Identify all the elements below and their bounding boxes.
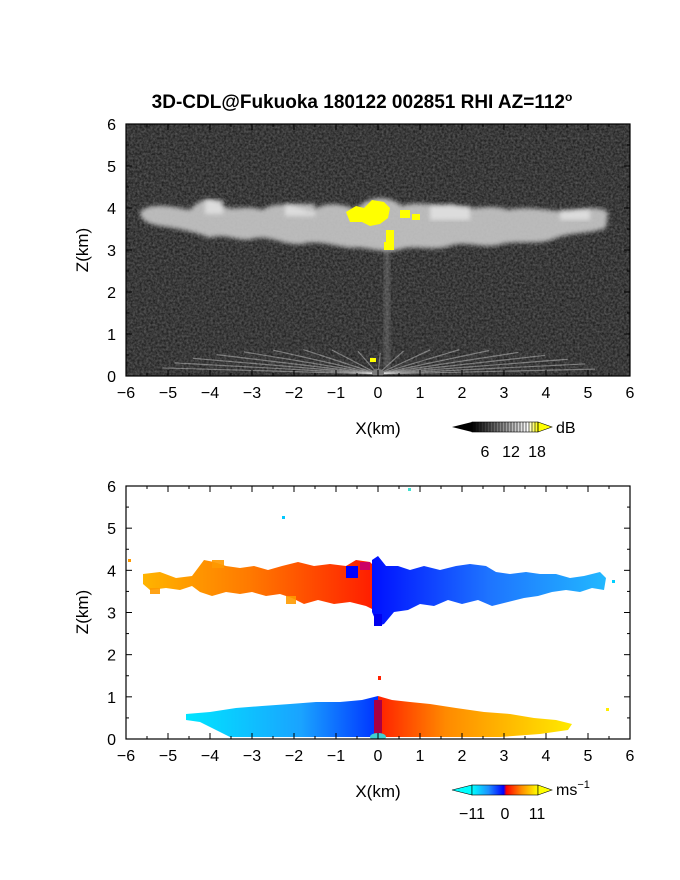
velocity-colorbar-tick: 11 (529, 806, 546, 823)
velocity-colorbar-unit: ms−1 (556, 779, 590, 799)
velocity-scatter (128, 488, 615, 711)
velocity-x-tick-label: −5 (159, 748, 177, 765)
velocity-ylabel: Z(km) (73, 590, 92, 634)
reflectivity-colorbar-unit: dB (556, 420, 576, 437)
velocity-panel: −6 −5 −4 −3 −2 −1 0 1 2 3 4 5 6 0 1 2 3 4 5 6 Z(km) X(km) m… (73, 479, 635, 823)
reflectivity-colorbar-tick: 12 (502, 444, 520, 461)
reflectivity-x-tick-label: 6 (626, 385, 635, 402)
velocity-x-tick-label: 2 (458, 748, 467, 765)
clutter-ray (377, 368, 596, 375)
velocity-y-tick-label: 2 (107, 648, 116, 665)
reflectivity-colorbar-tick: 6 (481, 444, 490, 461)
velocity-x-tick-label: 1 (416, 748, 425, 765)
reflectivity-y-tick-label: 2 (107, 285, 116, 302)
velocity-colorbar: ms−1 −11 0 11 (451, 779, 590, 823)
strong-echo (346, 200, 420, 362)
velocity-x-tick-label: 4 (542, 748, 551, 765)
velocity-y-tick-label: 1 (107, 690, 116, 707)
velocity-x-tick-label: 5 (584, 748, 593, 765)
reflectivity-x-tick-label: −1 (327, 385, 345, 402)
reflectivity-y-tick-label: 4 (107, 201, 116, 218)
reflectivity-y-tick-label: 3 (107, 243, 116, 260)
clutter-ray (377, 349, 490, 375)
velocity-x-tick-label: −2 (285, 748, 303, 765)
reflectivity-x-tick-label: −6 (117, 385, 135, 402)
clutter-ray (303, 349, 379, 375)
velocity-x-tick-label: 3 (500, 748, 509, 765)
velocity-low-east (378, 696, 572, 737)
clutter-ray (377, 350, 404, 375)
velocity-xlabel: X(km) (355, 782, 400, 801)
reflectivity-x-tick-label: 4 (542, 385, 551, 402)
reflectivity-x-tick-label: −3 (243, 385, 261, 402)
clutter-ray (377, 358, 568, 375)
clutter-ray (273, 349, 379, 375)
reflectivity-y-tick-label: 6 (107, 117, 116, 134)
reflectivity-xlabel: X(km) (355, 419, 400, 438)
clutter-ray (192, 357, 379, 375)
velocity-x-tick-label: −6 (117, 748, 135, 765)
velocity-cloud-east (372, 556, 606, 626)
reflectivity-y-tick-label: 0 (107, 369, 116, 386)
reflectivity-x-tick-label: 1 (416, 385, 425, 402)
reflectivity-y-tick-label: 1 (107, 327, 116, 344)
reflectivity-x-tick-label: 5 (584, 385, 593, 402)
velocity-x-tick-label: −4 (201, 748, 219, 765)
clutter-ray (377, 354, 546, 375)
velocity-x-tick-label: 6 (626, 748, 635, 765)
velocity-y-tick-label: 5 (107, 521, 116, 538)
clutter-ray (216, 354, 379, 375)
velocity-x-tick-label: 0 (374, 748, 383, 765)
reflectivity-x-tick-label: −5 (159, 385, 177, 402)
reflectivity-colorbar: dB 6 12 18 (452, 420, 576, 461)
velocity-cloud-west (143, 560, 378, 612)
reflectivity-y-tick-label: 5 (107, 159, 116, 176)
velocity-x-tick-label: −1 (327, 748, 345, 765)
clutter-ray (377, 351, 519, 375)
clutter-ray (243, 351, 379, 375)
clutter-ray (174, 362, 379, 375)
reflectivity-x-tick-label: 3 (500, 385, 509, 402)
velocity-x-tick-label: −3 (243, 748, 261, 765)
clutter-ray (377, 363, 585, 375)
reflectivity-x-tick-label: −4 (201, 385, 219, 402)
velocity-y-tick-label: 4 (107, 563, 116, 580)
ground-clutter (138, 344, 618, 376)
velocity-y-tick-label: 6 (107, 479, 116, 496)
clutter-ray (331, 349, 379, 375)
clutter-ray (377, 349, 460, 375)
velocity-low-west (186, 696, 378, 737)
reflectivity-colorbar-tick: 18 (528, 444, 546, 461)
velocity-colorbar-tick: −11 (459, 806, 485, 823)
chart-title: 3D-CDL@Fukuoka 180122 002851 RHI AZ=112o (152, 90, 573, 113)
velocity-colorbar-tick: 0 (501, 806, 510, 823)
reflectivity-x-tick-label: −2 (285, 385, 303, 402)
clutter-ray (377, 349, 431, 375)
reflectivity-x-tick-label: 2 (458, 385, 467, 402)
velocity-y-tick-label: 0 (107, 732, 116, 749)
reflectivity-x-tick-label: 0 (374, 385, 383, 402)
clutter-ray (162, 367, 379, 375)
reflectivity-ylabel: Z(km) (73, 228, 92, 272)
velocity-y-tick-label: 3 (107, 606, 116, 623)
